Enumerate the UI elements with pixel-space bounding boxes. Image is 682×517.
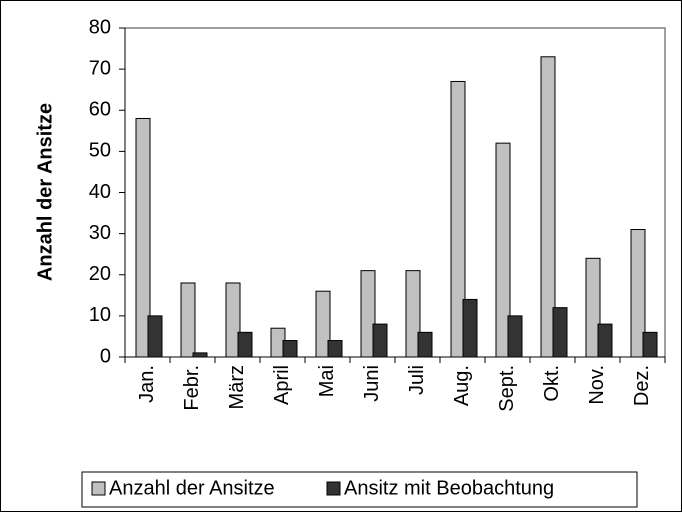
y-tick-label: 60	[89, 99, 111, 121]
x-tick-label: Juni	[361, 365, 383, 402]
x-tick-label: Nov.	[586, 365, 608, 405]
x-tick-label: Sept.	[496, 365, 518, 412]
x-tick-label: Jan.	[136, 365, 158, 403]
x-tick-label: April	[271, 365, 293, 405]
bar	[372, 323, 388, 358]
bar	[507, 315, 523, 358]
y-tick-label: 70	[89, 57, 111, 79]
legend-box	[81, 471, 638, 508]
y-tick-label: 10	[89, 304, 111, 326]
y-tick-label: 80	[89, 16, 111, 38]
bar	[237, 331, 253, 358]
y-axis-label: Anzahl der Ansitze	[34, 103, 56, 281]
x-tick-label: Juli	[406, 365, 428, 395]
x-tick-label: Aug.	[451, 365, 473, 406]
x-tick-label: Mai	[316, 365, 338, 397]
y-tick-label: 20	[89, 263, 111, 285]
bar	[327, 340, 343, 358]
bar	[462, 298, 478, 358]
y-tick-label: 50	[89, 140, 111, 162]
bar	[597, 323, 613, 358]
plot-frame	[125, 27, 666, 357]
bar	[282, 340, 298, 358]
x-tick-label: Febr.	[181, 365, 203, 411]
x-tick-label: Okt.	[541, 365, 563, 402]
x-tick-label: Dez.	[631, 365, 653, 406]
y-tick-label: 30	[89, 222, 111, 244]
y-tick-label: 0	[100, 345, 111, 367]
bar	[642, 331, 658, 358]
bar	[180, 282, 196, 358]
legend-swatch	[91, 481, 106, 496]
legend-swatch	[326, 481, 341, 496]
legend-label: Ansitz mit Beobachtung	[344, 477, 554, 499]
bar	[192, 352, 208, 358]
bar	[417, 331, 433, 358]
legend-label: Anzahl der Ansitze	[109, 477, 275, 499]
x-tick-label: März	[226, 365, 248, 409]
bar	[552, 307, 568, 358]
y-tick-label: 40	[89, 181, 111, 203]
bar	[147, 315, 163, 358]
